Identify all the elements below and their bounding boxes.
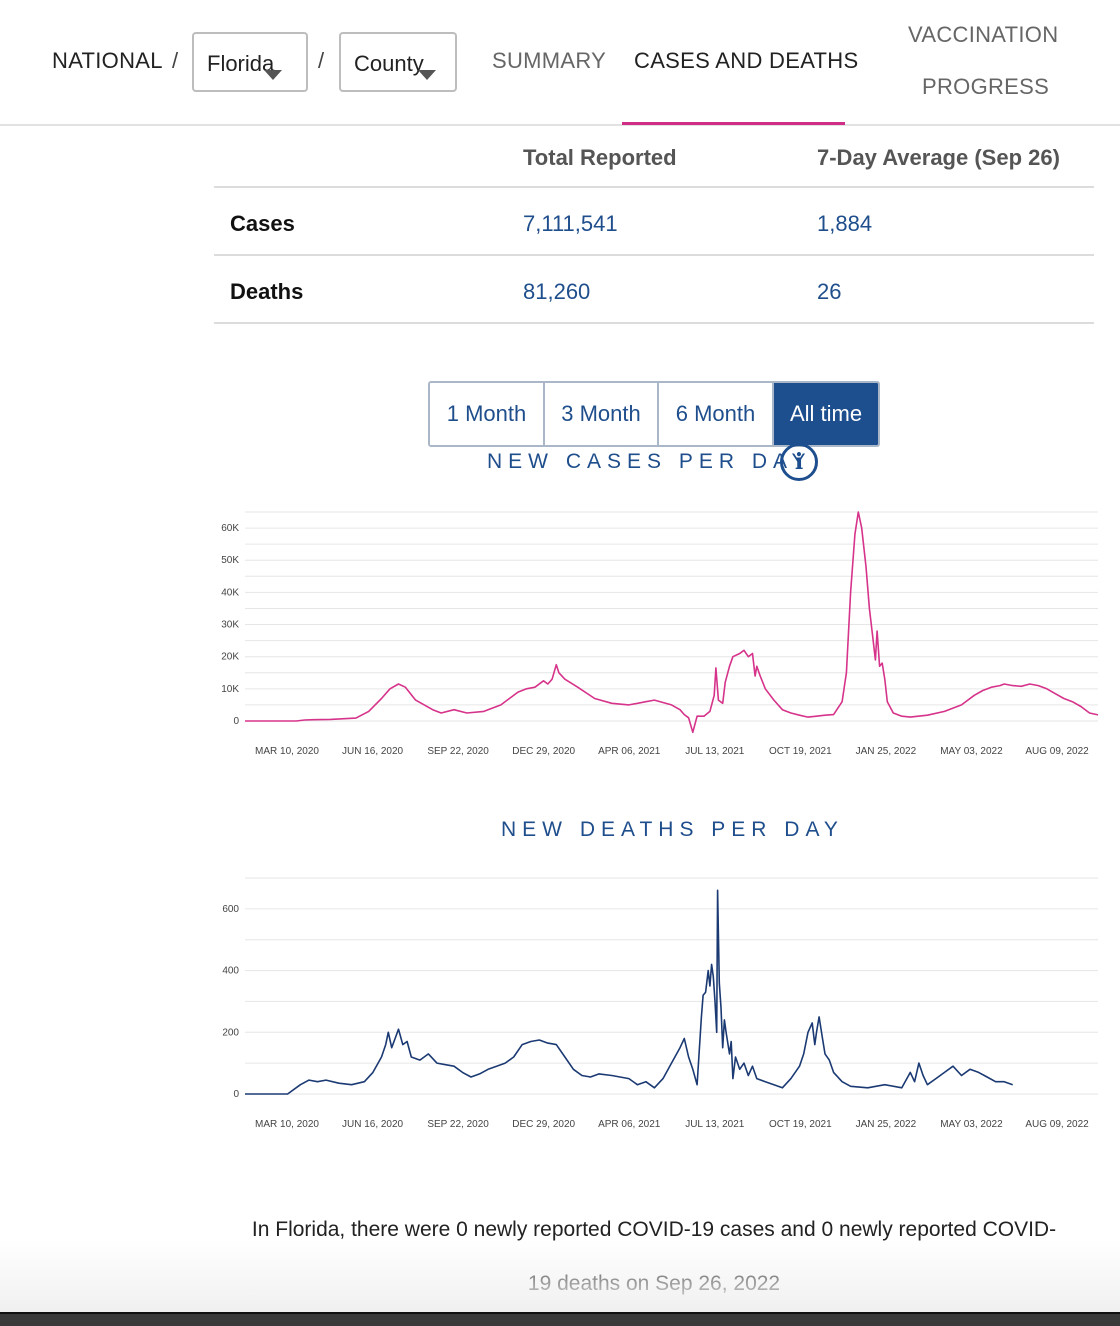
cases-series-line	[245, 511, 1099, 734]
cases-x-tick-label: APR 06, 2021	[598, 746, 661, 757]
deaths-x-tick-label: OCT 19, 2021	[769, 1119, 832, 1130]
cases-chart: 0 10K 20K 30K 40K 50K 60K MAR 10, 2020 JUN 16, 2…	[221, 511, 1099, 757]
cases-x-tick-label: JUL 13, 2021	[685, 746, 745, 757]
breadcrumb-separator: /	[318, 48, 325, 73]
summary-sentence-line2: 19 deaths on Sep 26, 2022	[527, 1272, 781, 1295]
deaths-x-tick-label: JAN 25, 2022	[856, 1119, 917, 1130]
summary-sentence-line1: In Florida, there were 0 newly reported …	[251, 1218, 1057, 1241]
cases-average-value: 1,884	[817, 211, 873, 236]
deaths-series-line	[245, 889, 1013, 1095]
active-tab-indicator	[622, 122, 845, 125]
deaths-y-tick-label: 600	[222, 904, 239, 915]
range-1-month-button[interactable]: 1 Month	[430, 383, 545, 445]
deaths-x-tick-label: APR 06, 2021	[598, 1119, 661, 1130]
cases-y-tick-label: 40K	[221, 587, 239, 598]
bottom-bar	[0, 1312, 1120, 1326]
time-range-selector: 1 Month 3 Month 6 Month All time	[428, 381, 880, 447]
range-all-time-button[interactable]: All time	[774, 383, 878, 445]
cases-total-value: 7,111,541	[523, 211, 618, 236]
deaths-x-tick-label: JUN 16, 2020	[342, 1119, 404, 1130]
deaths-y-tick-label: 400	[222, 966, 239, 977]
cases-x-tick-label: JAN 25, 2022	[856, 746, 917, 757]
deaths-y-tick-label: 0	[233, 1089, 239, 1100]
cases-x-tick-label: MAY 03, 2022	[940, 746, 1003, 757]
chevron-down-icon	[264, 70, 282, 80]
breadcrumb-separator: /	[172, 48, 179, 73]
chevron-down-icon	[418, 70, 436, 80]
deaths-x-tick-label: SEP 22, 2020	[427, 1119, 489, 1130]
info-icon[interactable]: i	[780, 443, 818, 481]
county-select-value: County	[354, 51, 424, 76]
tab-vaccination-label-line1: VACCINATION	[908, 22, 1059, 47]
cases-x-tick-label: JUN 16, 2020	[342, 746, 404, 757]
row-label-cases: Cases	[230, 211, 295, 236]
cases-y-tick-label: 20K	[221, 652, 239, 663]
cases-x-tick-label: SEP 22, 2020	[427, 746, 489, 757]
deaths-chart-title: NEW DEATHS PER DAY	[501, 818, 844, 841]
deaths-total-value: 81,260	[523, 279, 591, 304]
deaths-x-tick-label: AUG 09, 2022	[1025, 1119, 1089, 1130]
summary-table: Total Reported 7-Day Average (Sep 26) Ca…	[214, 132, 1094, 324]
cases-y-tick-label: 10K	[221, 684, 239, 695]
state-select-value: Florida	[207, 51, 275, 76]
table-header-row: Total Reported 7-Day Average (Sep 26)	[214, 132, 1094, 188]
column-header-total: Total Reported	[523, 145, 677, 170]
deaths-x-tick-label: MAY 03, 2022	[940, 1119, 1003, 1130]
cases-x-tick-label: DEC 29, 2020	[512, 746, 575, 757]
tab-cases-and-deaths[interactable]: CASES AND DEATHS	[634, 48, 859, 73]
state-select[interactable]: Florida	[192, 32, 308, 92]
table-row: Deaths 81,260 26	[214, 256, 1094, 324]
cases-y-tick-label: 0	[233, 716, 239, 727]
deaths-average-value: 26	[817, 279, 842, 304]
cases-x-tick-label: MAR 10, 2020	[255, 746, 319, 757]
breadcrumb-national-link[interactable]: NATIONAL	[52, 48, 163, 73]
deaths-x-tick-label: MAR 10, 2020	[255, 1119, 319, 1130]
cases-x-tick-label: AUG 09, 2022	[1025, 746, 1089, 757]
cases-y-tick-label: 50K	[221, 555, 239, 566]
deaths-y-tick-label: 200	[222, 1027, 239, 1038]
tab-summary[interactable]: SUMMARY	[492, 48, 607, 73]
county-select[interactable]: County	[339, 32, 457, 92]
row-label-deaths: Deaths	[230, 279, 304, 304]
deaths-chart: 0 200 400 600 MAR 10, 2020 JUN 16, 2020 SEP 22…	[222, 877, 1098, 1130]
column-header-average: 7-Day Average (Sep 26)	[817, 145, 1060, 170]
deaths-x-tick-label: DEC 29, 2020	[512, 1119, 575, 1130]
cases-y-tick-label: 60K	[221, 523, 239, 534]
cases-chart-title: NEW CASES PER DAY	[487, 450, 812, 473]
cases-x-tick-label: OCT 19, 2021	[769, 746, 832, 757]
deaths-x-tick-label: JUL 13, 2021	[685, 1119, 745, 1130]
cases-y-tick-label: 30K	[221, 620, 239, 631]
tab-vaccination-label-line2: PROGRESS	[922, 74, 1050, 99]
top-navigation: NATIONAL / Florida / County SUMMARY CASE…	[0, 0, 1120, 126]
range-6-month-button[interactable]: 6 Month	[659, 383, 774, 445]
range-3-month-button[interactable]: 3 Month	[545, 383, 659, 445]
table-row: Cases 7,111,541 1,884	[214, 188, 1094, 256]
